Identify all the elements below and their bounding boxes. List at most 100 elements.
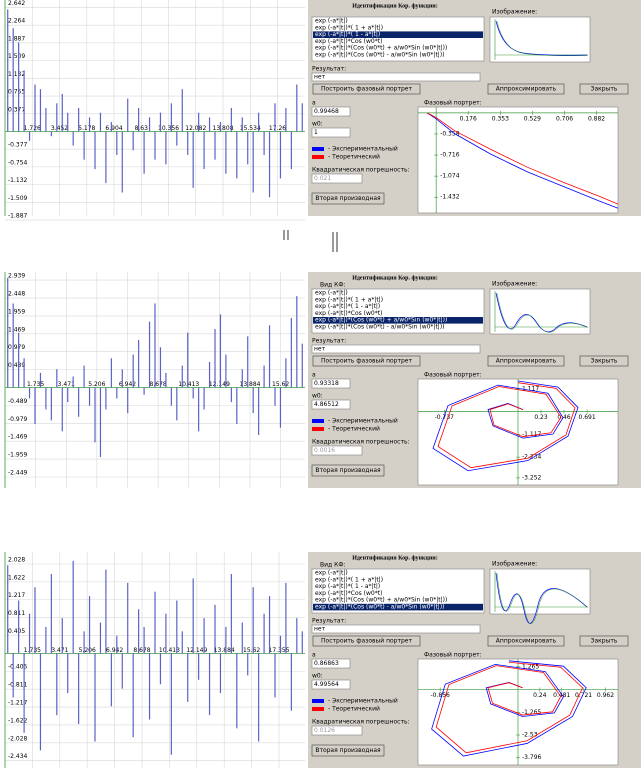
field-value: 4.86512 (314, 401, 339, 408)
list-item[interactable]: exp (-a*|t|) (315, 290, 348, 297)
panel: 2.939 2.448 1.959 1.469 0.979 0.489 -0.489 -0.9… (0, 272, 641, 488)
text-box[interactable] (311, 679, 351, 690)
list-item[interactable]: exp (-a*|t|)*( 1 + a*|t|) (315, 576, 383, 583)
phase-curve (426, 112, 619, 209)
button[interactable] (312, 355, 421, 367)
y-tick-label: 1.117 (522, 385, 539, 392)
list-item[interactable]: exp (-a*|t|)*(Cos (w0*t) + a/w0*Sin (w0*… (315, 597, 447, 604)
x-tick-label: 12.082 (185, 125, 206, 132)
field-value: 0.93318 (314, 380, 339, 387)
y-tick-label: 1.509 (8, 53, 25, 60)
y-tick-label: -1.887 (8, 213, 28, 220)
text-box[interactable] (311, 127, 351, 138)
button-label[interactable]: Построить фазовый портрет (321, 358, 412, 365)
label: Квадратическая погрешность: (312, 167, 410, 174)
list-item[interactable]: exp (-a*|t|)*(Cos (w0*t) - a/w0*Sin (w0*… (315, 604, 445, 611)
list-item[interactable]: exp (-a*|t|)*(Cos (w0*t) - a/w0*Sin (w0*… (315, 324, 445, 331)
list-item[interactable]: exp (-a*|t|)*(Cos (w0*t) + a/w0*Sin (w0*… (315, 317, 447, 324)
button-label[interactable]: Аппроксимировать (496, 358, 557, 365)
label: Фазовый портрет: (424, 372, 482, 379)
text-box[interactable] (311, 378, 351, 389)
x-tick-label: 5.206 (88, 381, 105, 388)
button[interactable] (312, 635, 421, 647)
button-label[interactable]: Закрыть (591, 86, 618, 93)
button[interactable] (579, 355, 629, 367)
y-tick-label: 1.217 (8, 592, 25, 599)
list-item[interactable]: exp (-a*|t|)*( 1 - a*|t|) (315, 31, 380, 38)
list-item[interactable]: exp (-a*|t|)*Cos (w0*t) (315, 590, 382, 597)
list-item[interactable]: exp (-a*|t|)*(Cos (w0*t) - a/w0*Sin (w0*… (315, 52, 445, 59)
x-tick-label: 5.178 (78, 125, 95, 132)
x-tick-label: 17.355 (269, 647, 290, 654)
x-tick-label: 0.962 (597, 692, 614, 699)
button[interactable] (312, 83, 421, 95)
field-value: 0.99468 (314, 108, 339, 115)
x-tick-label: 5.206 (79, 647, 96, 654)
list-item[interactable]: exp (-a*|t|)*Cos (w0*t) (315, 310, 382, 317)
field-value: 1 (314, 129, 318, 136)
preview-axes (494, 571, 588, 612)
legend-swatch (312, 147, 324, 151)
y-tick-label: -0.754 (8, 159, 28, 166)
list-item[interactable]: exp (-a*|t|) (315, 18, 348, 25)
list-item[interactable]: exp (-a*|t|)*( 1 + a*|t|) (315, 24, 383, 31)
button-label[interactable]: Вторая производная (315, 747, 381, 754)
panel: 2.028 1.622 1.217 0.811 0.405 -0.405 -0.811 -1.… (0, 552, 641, 768)
legend-label: - Экспериментальный (328, 698, 398, 705)
x-tick-label: 15.62 (272, 381, 289, 388)
y-tick-label: -1.469 (8, 434, 28, 441)
button[interactable] (311, 744, 385, 757)
button[interactable] (579, 83, 629, 95)
y-tick-label: 1.959 (8, 308, 25, 315)
x-tick-label: 0.176 (460, 115, 477, 122)
button[interactable] (311, 192, 385, 205)
text-box[interactable] (311, 658, 351, 669)
button-label[interactable]: Построить фазовый портрет (321, 86, 412, 93)
list-item[interactable]: exp (-a*|t|)*( 1 + a*|t|) (315, 296, 383, 303)
button[interactable] (487, 635, 565, 647)
x-tick-label: 0.529 (524, 115, 541, 122)
y-tick-label: 2.264 (8, 18, 25, 25)
x-tick-label: 6.942 (119, 381, 136, 388)
label: Квадратическая погрешность: (312, 439, 410, 446)
y-tick-label: -0.405 (8, 664, 28, 671)
label: a (312, 100, 316, 107)
preview-curve (496, 573, 589, 624)
legend-swatch (312, 427, 324, 431)
x-tick-label: 15.62 (243, 647, 260, 654)
y-tick-label: 0.979 (8, 344, 25, 351)
list-item[interactable]: exp (-a*|t|)*( 1 - a*|t|) (315, 583, 380, 590)
button-label[interactable]: Аппроксимировать (496, 86, 557, 93)
plot-area (0, 0, 307, 216)
button[interactable] (311, 464, 385, 477)
y-tick-label: -3.796 (522, 754, 542, 761)
list-item[interactable]: exp (-a*|t|)*(Cos (w0*t) + a/w0*Sin (w0*… (315, 45, 447, 52)
button-label[interactable]: Вторая производная (315, 467, 381, 474)
x-tick-label: 0.882 (588, 115, 605, 122)
text-box[interactable] (311, 106, 351, 117)
button[interactable] (487, 83, 565, 95)
button[interactable] (579, 635, 629, 647)
x-tick-label: 8.678 (150, 381, 167, 388)
result: нет (314, 346, 326, 353)
list-item[interactable]: exp (-a*|t|) (315, 570, 348, 577)
x-tick-label: 13.808 (213, 125, 234, 132)
stem-chart: 2.939 2.448 1.959 1.469 0.979 0.489 -0.489 -0.9… (0, 272, 307, 488)
text-box[interactable] (311, 399, 351, 410)
button-label[interactable]: Построить фазовый портрет (321, 638, 412, 645)
label: w0: (312, 121, 323, 128)
list-item[interactable]: exp (-a*|t|)*Cos (w0*t) (315, 38, 382, 45)
y-tick-label: 0.405 (8, 628, 25, 635)
button-label[interactable]: Вторая производная (315, 195, 381, 202)
y-tick-label: 0.811 (8, 610, 25, 617)
list-item[interactable]: exp (-a*|t|)*( 1 - a*|t|) (315, 303, 380, 310)
button[interactable] (487, 355, 565, 367)
text-box (311, 344, 481, 354)
x-tick-label: 0.23 (534, 414, 548, 421)
button-label[interactable]: Закрыть (591, 638, 618, 645)
button-label[interactable]: Закрыть (591, 358, 618, 365)
x-tick-label: 3.452 (51, 125, 68, 132)
button-label[interactable]: Аппроксимировать (496, 638, 557, 645)
